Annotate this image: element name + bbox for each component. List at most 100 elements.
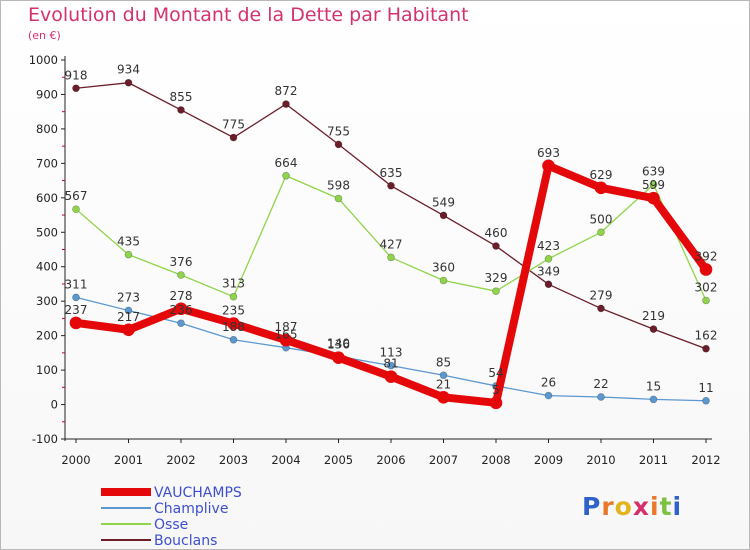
y-tick-label: 700 — [36, 156, 58, 170]
y-tick-label: 800 — [36, 122, 58, 136]
bouclans-point — [597, 304, 605, 313]
vauchamps-data-label: 187 — [275, 320, 298, 334]
vauchamps-data-label: 21 — [436, 377, 451, 391]
x-tick-label: 2004 — [271, 453, 300, 467]
champlive-point — [597, 393, 605, 401]
vauchamps-point — [227, 317, 240, 330]
y-tick-label: 100 — [36, 363, 58, 377]
champlive-point — [177, 319, 185, 328]
vauchamps-data-label: 136 — [327, 338, 350, 352]
x-tick-label: 2005 — [324, 453, 353, 467]
vauchamps-point — [647, 191, 660, 205]
osse-data-label: 427 — [380, 237, 403, 251]
osse-point — [177, 271, 185, 279]
x-tick-label: 2006 — [376, 453, 405, 467]
champlive-data-label: 11 — [698, 381, 713, 395]
osse-data-label: 329 — [485, 271, 508, 285]
x-tick-label: 2003 — [219, 453, 248, 467]
bouclans-point — [649, 325, 658, 333]
champlive-point — [72, 293, 80, 302]
vauchamps-data-label: 392 — [695, 249, 718, 263]
champlive-data-label: 140 — [327, 336, 350, 350]
bouclans-data-label: 279 — [590, 288, 613, 302]
bouclans-data-label: 635 — [380, 166, 403, 180]
bouclans-point — [439, 211, 448, 220]
champlive-point — [124, 306, 133, 315]
vauchamps-data-label: 217 — [117, 310, 140, 324]
champlive-data-label: 54 — [488, 366, 503, 380]
bouclans-data-label: 460 — [485, 226, 508, 240]
osse-point — [229, 292, 238, 301]
osse-data-label: 360 — [432, 261, 455, 275]
champlive-data-label: 188 — [222, 320, 245, 334]
y-tick-label: 600 — [36, 191, 58, 205]
vauchamps-data-label: 237 — [65, 303, 88, 317]
osse-data-label: 500 — [590, 212, 613, 226]
bouclans-point — [229, 133, 238, 142]
y-tick-label: 0 — [51, 398, 58, 412]
chart-subtitle: (en €) — [28, 29, 61, 42]
osse-data-label: 567 — [65, 189, 88, 203]
champlive-point — [702, 396, 710, 405]
osse-data-label: 664 — [275, 156, 298, 170]
osse-point — [649, 180, 658, 189]
bouclans-point — [72, 84, 80, 93]
x-tick-label: 2012 — [691, 453, 720, 467]
vauchamps-point — [489, 396, 503, 410]
osse-point — [282, 171, 290, 180]
osse-point — [597, 228, 605, 237]
champlive-point — [649, 395, 658, 404]
vauchamps-data-label: 629 — [590, 168, 613, 182]
x-tick-label: 2000 — [61, 453, 90, 467]
y-tick-label: 500 — [36, 225, 58, 239]
x-tick-label: 2009 — [534, 453, 563, 467]
osse-data-label: 639 — [642, 164, 665, 178]
osse-data-label: 376 — [170, 255, 193, 269]
osse-data-label: 302 — [695, 280, 718, 294]
x-tick-label: 2007 — [429, 453, 458, 467]
vauchamps-data-label: 599 — [642, 178, 665, 192]
bouclans-data-label: 872 — [275, 84, 298, 98]
champlive-data-label: 311 — [65, 277, 88, 291]
bouclans-point — [282, 100, 290, 108]
champlive-data-label: 165 — [275, 328, 298, 342]
y-tick-label: 1000 — [29, 53, 58, 67]
osse-point — [72, 205, 80, 213]
champlive-point — [229, 335, 238, 344]
bouclans-point — [334, 140, 343, 149]
osse-data-label: 313 — [222, 277, 245, 291]
champlive-point — [544, 391, 553, 400]
bouclans-data-label: 219 — [642, 309, 665, 323]
champlive-data-label: 113 — [380, 346, 403, 360]
vauchamps-point — [122, 323, 135, 337]
vauchamps-data-label: 5 — [492, 383, 500, 397]
bouclans-data-label: 934 — [117, 63, 140, 77]
bouclans-data-label: 549 — [432, 195, 455, 209]
legend-label-champlive: Champlive — [154, 501, 228, 517]
bouclans-data-label: 755 — [327, 124, 350, 138]
osse-point — [387, 253, 395, 262]
champlive-data-label: 22 — [593, 377, 608, 391]
proxiti-logo: Proxiti — [582, 492, 683, 521]
legend-label-bouclans: Bouclans — [154, 533, 217, 549]
bouclans-data-label: 775 — [222, 118, 245, 132]
bouclans-point — [544, 280, 553, 289]
vauchamps-point — [594, 181, 608, 195]
x-tick-label: 2010 — [586, 453, 615, 467]
bouclans-data-label: 349 — [537, 264, 560, 278]
vauchamps-point — [384, 370, 398, 383]
vauchamps-data-label: 278 — [170, 289, 193, 303]
osse-data-label: 435 — [117, 235, 140, 249]
osse-point — [702, 296, 710, 305]
osse-data-label: 598 — [327, 179, 350, 193]
bouclans-point — [177, 106, 185, 114]
champlive-data-label: 26 — [541, 376, 556, 390]
y-tick-label: 300 — [36, 294, 58, 308]
champlive-data-label: 273 — [117, 290, 140, 304]
bouclans-point — [124, 78, 133, 87]
y-tick-label: -100 — [32, 432, 58, 446]
champlive-data-label: 15 — [646, 379, 661, 393]
osse-point — [439, 276, 448, 285]
